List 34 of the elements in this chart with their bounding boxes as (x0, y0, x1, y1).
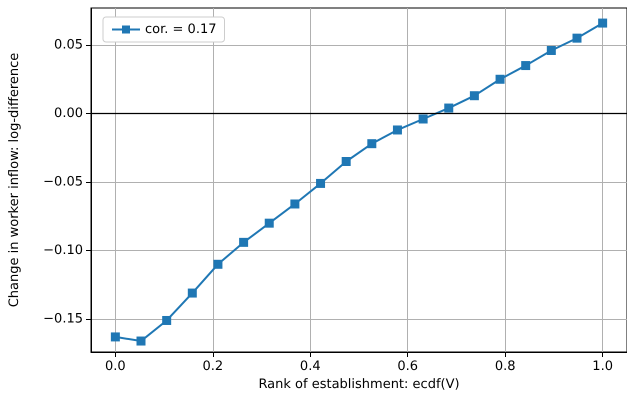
point (316, 178, 326, 188)
point (496, 74, 505, 84)
point (188, 288, 197, 298)
y-tick-label: 0.00 (54, 106, 83, 122)
x-tick-label: 0.4 (300, 359, 321, 374)
x-tick-label: 0.0 (105, 359, 126, 374)
point (239, 238, 248, 247)
point (392, 125, 402, 134)
point (546, 46, 556, 55)
point (162, 316, 172, 325)
y-axis-title: Change in worker inflow: log-difference (7, 52, 22, 308)
point (444, 104, 454, 113)
point (213, 260, 222, 269)
x-tick-label: 0.6 (397, 359, 418, 374)
legend-label: cor. = 0.17 (145, 22, 216, 37)
point (342, 157, 351, 166)
point (110, 332, 120, 342)
point (367, 139, 376, 148)
x-axis-title: Rank of establishment: ecdf(V) (258, 377, 460, 392)
x-tick-label: 1.0 (592, 359, 613, 374)
y-tick-label: −0.05 (43, 174, 83, 190)
x-tick-label: 0.8 (494, 359, 516, 374)
y-tick-label: 0.05 (54, 38, 83, 53)
point (521, 61, 530, 70)
x-tick-label: 0.2 (202, 359, 224, 374)
point (418, 114, 428, 124)
y-tick-label: −0.15 (43, 312, 83, 327)
point (264, 218, 274, 228)
point (572, 34, 582, 43)
point (136, 336, 146, 346)
point (598, 18, 608, 28)
y-tick-label: −0.10 (43, 243, 83, 258)
point (470, 91, 479, 100)
point (290, 199, 300, 208)
